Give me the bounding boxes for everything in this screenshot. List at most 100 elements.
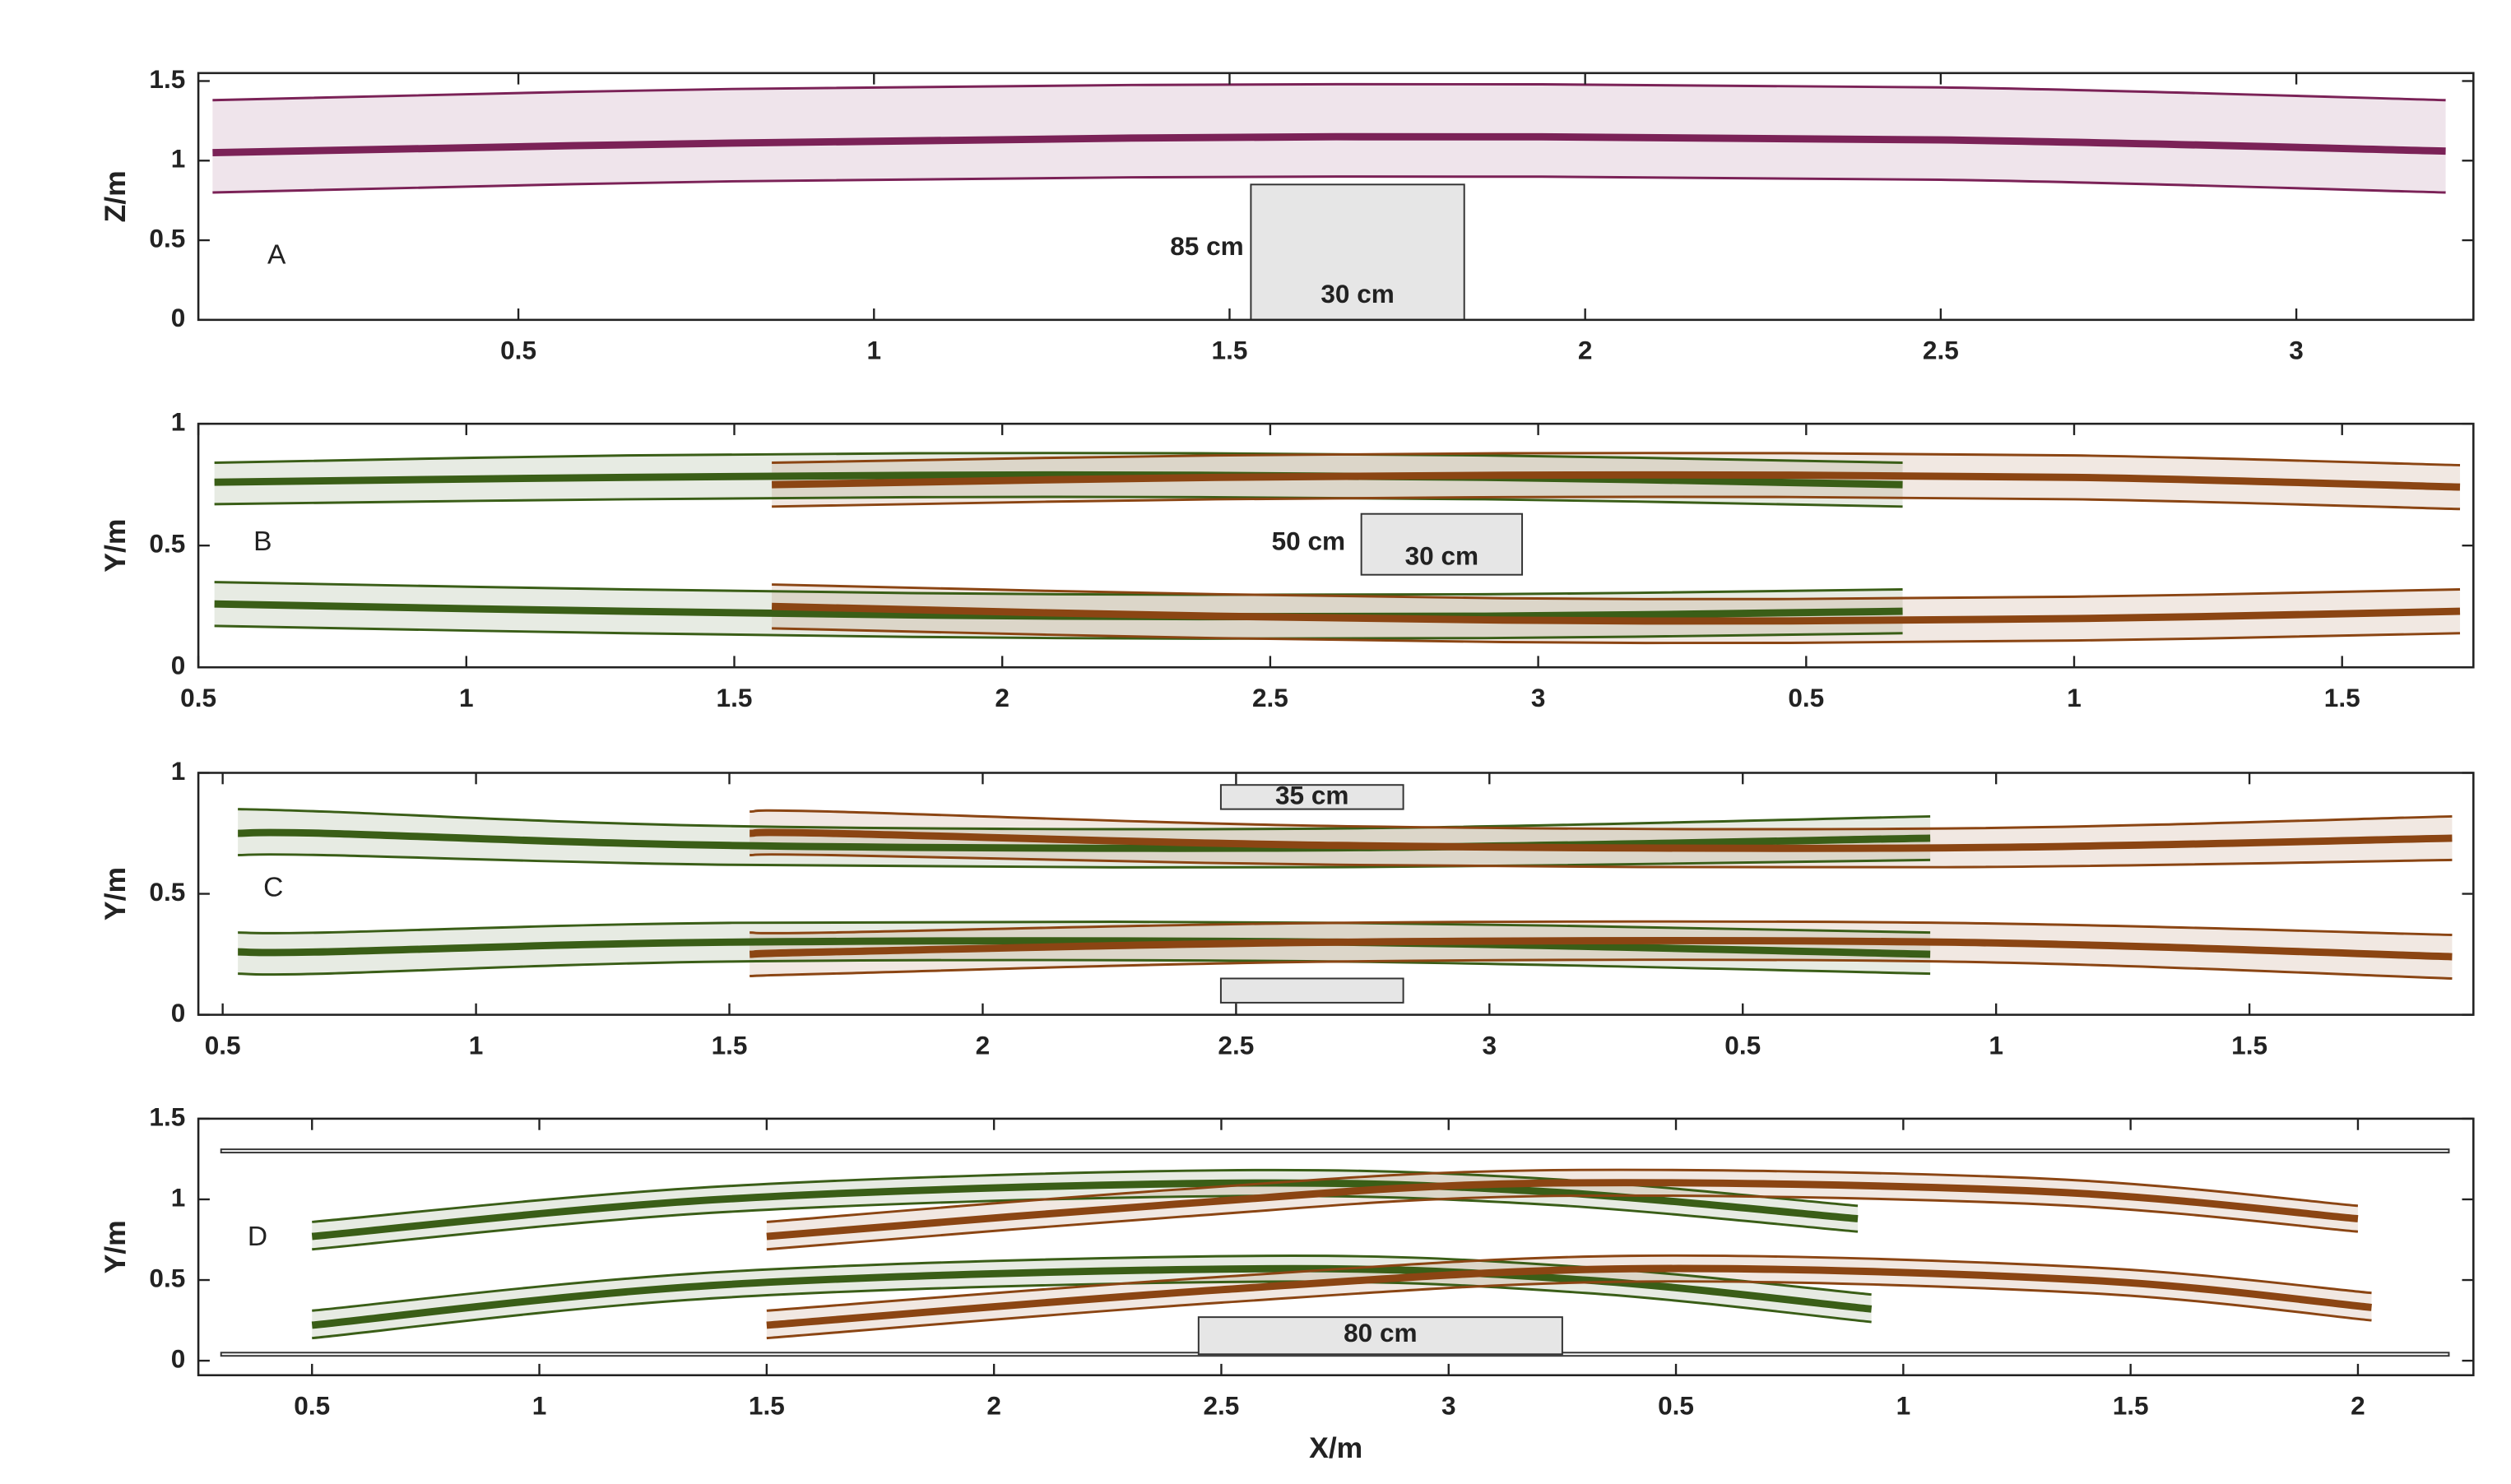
x-tick-label: 1.5 xyxy=(2113,1391,2149,1421)
x-tick-label: 1.5 xyxy=(2324,683,2360,712)
x-tick-label: 1.5 xyxy=(2231,1030,2267,1060)
x-tick-label: 2 xyxy=(986,1391,1001,1421)
x-tick-label: 3 xyxy=(1531,683,1546,712)
x-tick-label: 3 xyxy=(1483,1030,1497,1060)
x-axis-label: X/m xyxy=(1309,1431,1362,1464)
x-tick-label: 1 xyxy=(1896,1391,1911,1421)
obstacle xyxy=(1197,1316,1563,1356)
x-tick-label: 0.5 xyxy=(294,1391,330,1421)
obstacle xyxy=(1250,183,1465,321)
annotation: C xyxy=(263,873,283,903)
corridor-edge xyxy=(772,583,2461,601)
obstacle xyxy=(1360,512,1524,576)
corridor-edge xyxy=(772,627,2461,645)
corridor-edge xyxy=(238,920,1931,934)
corridor-edge xyxy=(750,809,2453,831)
annotation: 30 cm xyxy=(1405,540,1479,570)
annotation: 35 cm xyxy=(1275,780,1349,809)
annotation: B xyxy=(253,526,272,557)
x-tick-label: 3 xyxy=(1441,1391,1456,1421)
x-tick-label: 3 xyxy=(2289,336,2304,365)
corridor-edge xyxy=(766,1254,2372,1312)
x-tick-label: 0.5 xyxy=(500,336,536,365)
center-line xyxy=(238,937,1931,958)
corridor-edge xyxy=(214,624,1903,640)
y-axis-label: Z/m xyxy=(99,170,132,222)
corridor-edge xyxy=(766,1280,2372,1340)
x-tick-label: 2 xyxy=(2351,1391,2365,1421)
obstacle xyxy=(1219,784,1404,810)
corridor-edge xyxy=(772,495,2461,511)
x-tick-label: 0.5 xyxy=(1788,683,1824,712)
y-tick-label: 0.5 xyxy=(149,223,185,253)
y-tick-label: 1 xyxy=(171,756,186,786)
y-tick-label: 0 xyxy=(171,651,186,680)
center-line xyxy=(772,602,2461,625)
y-tick-label: 0.5 xyxy=(149,529,185,559)
obstacle xyxy=(1219,977,1404,1004)
y-tick-label: 1 xyxy=(171,144,186,174)
corridor-band xyxy=(750,810,2453,868)
x-tick-label: 1 xyxy=(532,1391,547,1421)
x-tick-label: 1 xyxy=(469,1030,484,1060)
corridor-edge xyxy=(238,853,1931,869)
corridor-edge xyxy=(238,808,1931,831)
x-tick-label: 0.5 xyxy=(1658,1391,1694,1421)
y-tick-label: 0.5 xyxy=(149,877,185,907)
x-tick-label: 1.5 xyxy=(717,683,753,712)
x-tick-label: 1.5 xyxy=(712,1030,748,1060)
center-line xyxy=(238,828,1931,852)
x-tick-label: 1 xyxy=(2067,683,2082,712)
x-tick-label: 2.5 xyxy=(1218,1030,1254,1060)
annotation: 85 cm xyxy=(1170,231,1244,261)
center-line xyxy=(750,828,2453,852)
center-line xyxy=(772,471,2461,491)
plot-area xyxy=(198,772,2474,1015)
corridor-edge xyxy=(212,82,2446,102)
x-tick-label: 2 xyxy=(995,683,1010,712)
corridor-edge xyxy=(766,1168,2359,1223)
corridor-edge xyxy=(766,1194,2359,1251)
y-tick-label: 0.5 xyxy=(149,1263,185,1292)
x-tick-label: 1 xyxy=(866,336,881,365)
y-tick-label: 1.5 xyxy=(149,1101,185,1131)
x-tick-label: 2 xyxy=(976,1030,991,1060)
corridor-edge xyxy=(312,1254,1872,1312)
y-tick-label: 0 xyxy=(171,998,186,1027)
axes-frame xyxy=(197,72,2475,322)
x-tick-label: 2.5 xyxy=(1203,1391,1239,1421)
y-tick-label: 1 xyxy=(171,1182,186,1212)
corridor-edge xyxy=(312,1194,1859,1251)
x-tick-label: 1.5 xyxy=(1212,336,1248,365)
x-tick-label: 1.5 xyxy=(749,1391,785,1421)
x-tick-label: 1 xyxy=(459,683,474,712)
y-tick-label: 1 xyxy=(171,406,186,436)
corridor-edge xyxy=(750,920,2453,937)
center-line xyxy=(766,1264,2372,1329)
corridor-edge xyxy=(772,452,2461,466)
center-line xyxy=(311,1264,1873,1329)
annotation: D xyxy=(248,1222,267,1252)
center-line xyxy=(750,937,2453,961)
center-line xyxy=(212,132,2446,157)
corridor-edge xyxy=(750,853,2453,869)
center-line xyxy=(214,471,1903,489)
corridor-edge xyxy=(214,452,1903,464)
annotation: 30 cm xyxy=(1320,279,1395,308)
x-tick-label: 0.5 xyxy=(205,1030,241,1060)
axes-frame xyxy=(197,1117,2475,1377)
y-axis-label: Y/m xyxy=(99,519,132,573)
x-tick-label: 1 xyxy=(1989,1030,2003,1060)
annotation: 50 cm xyxy=(1272,526,1346,556)
corridor-edge xyxy=(238,958,1931,976)
x-tick-label: 2 xyxy=(1578,336,1593,365)
obstacle xyxy=(220,1148,2450,1154)
y-tick-label: 1.5 xyxy=(149,64,185,94)
corridor-edge xyxy=(312,1280,1872,1340)
x-tick-label: 2.5 xyxy=(1923,336,1959,365)
center-line xyxy=(766,1179,2359,1241)
center-line xyxy=(311,1179,1859,1241)
annotation: 80 cm xyxy=(1344,1318,1418,1347)
